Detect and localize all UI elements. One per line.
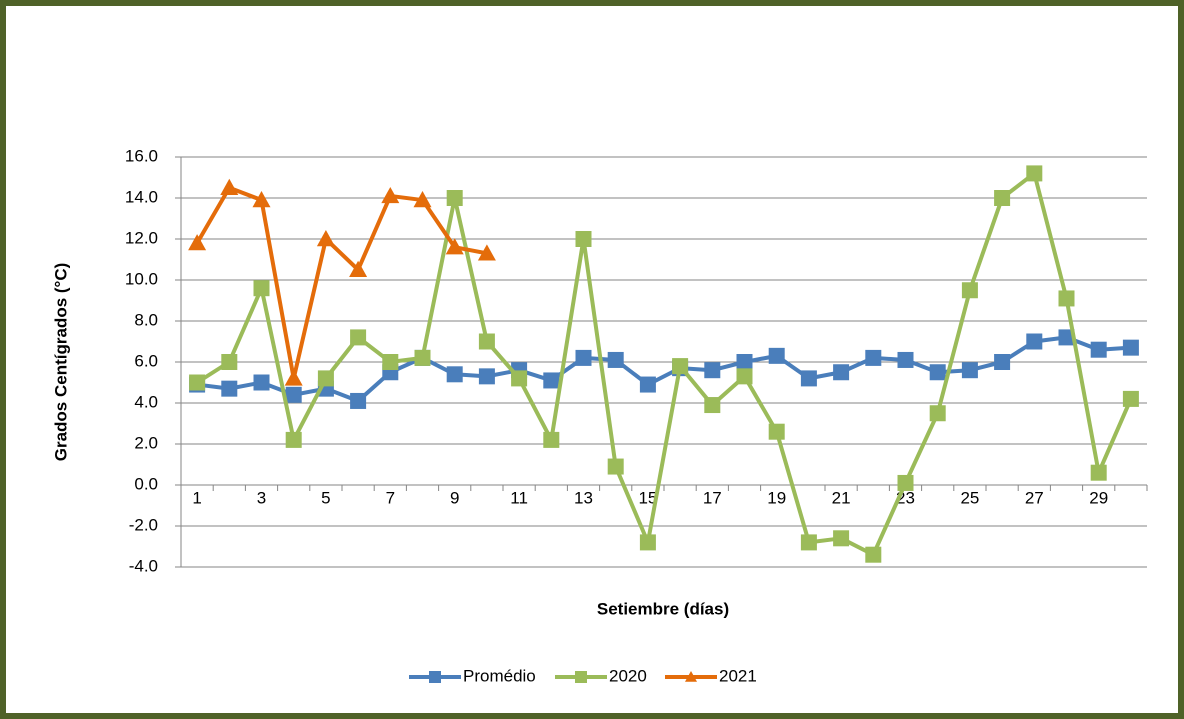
marker: [865, 546, 882, 563]
y-tick-label: 4.0: [134, 392, 158, 411]
marker: [477, 244, 496, 261]
marker: [639, 376, 656, 393]
marker: [897, 474, 914, 491]
marker: [413, 191, 432, 208]
marker: [768, 347, 785, 364]
marker: [429, 671, 441, 683]
marker: [349, 260, 368, 277]
x-tick-label: 3: [257, 488, 266, 507]
marker: [929, 364, 946, 381]
marker: [1122, 339, 1139, 356]
marker: [575, 349, 592, 366]
x-tick-label: 25: [960, 488, 979, 507]
marker: [575, 231, 592, 247]
marker: [284, 369, 303, 386]
marker: [994, 354, 1011, 370]
marker: [961, 362, 978, 379]
marker: [994, 190, 1011, 206]
marker: [1090, 464, 1107, 481]
y-tick-label: -2.0: [129, 515, 158, 534]
marker: [285, 386, 302, 403]
x-tick-label: 27: [1025, 488, 1044, 507]
marker: [220, 178, 239, 195]
marker: [543, 372, 560, 389]
marker: [445, 238, 464, 255]
marker: [833, 364, 850, 381]
legend-label: 2020: [609, 666, 647, 685]
y-tick-label: 2.0: [134, 433, 158, 452]
marker: [285, 431, 302, 448]
marker: [961, 282, 978, 299]
marker: [1026, 165, 1043, 182]
y-tick-label: 6.0: [134, 351, 158, 370]
y-axis-title: Grados Centígrados (°C): [51, 263, 70, 462]
x-tick-label: 17: [703, 488, 722, 507]
x-tick-label: 7: [386, 488, 395, 507]
marker: [188, 234, 207, 251]
x-tick-label: 9: [450, 488, 459, 507]
marker: [1090, 341, 1107, 358]
marker: [221, 380, 238, 397]
marker: [1058, 290, 1075, 307]
series-line: [195, 185, 488, 381]
marker: [639, 534, 656, 551]
marker: [736, 354, 753, 370]
marker: [253, 374, 270, 391]
marker: [478, 368, 495, 385]
marker: [511, 370, 528, 387]
marker: [446, 190, 463, 206]
x-tick-label: 5: [321, 488, 330, 507]
x-tick-label: 19: [767, 488, 786, 507]
marker: [543, 431, 560, 448]
marker: [1058, 329, 1075, 346]
marker: [414, 349, 431, 366]
marker: [381, 186, 400, 204]
marker: [350, 392, 367, 409]
legend-label: 2021: [719, 666, 757, 685]
marker: [833, 530, 850, 547]
marker: [350, 329, 367, 346]
marker: [768, 423, 785, 440]
x-tick-label: 1: [192, 488, 201, 507]
y-tick-label: 14.0: [125, 187, 158, 206]
marker: [736, 368, 753, 385]
marker: [221, 354, 238, 370]
y-tick-label: -4.0: [129, 556, 158, 575]
marker: [575, 671, 587, 683]
x-tick-label: 13: [574, 488, 593, 507]
legend-label: Promédio: [463, 666, 536, 685]
y-tick-label: 12.0: [125, 228, 158, 247]
y-tick-label: 0.0: [134, 474, 158, 493]
marker: [704, 362, 721, 379]
x-tick-label: 15: [638, 488, 657, 507]
marker: [478, 333, 495, 350]
marker: [672, 358, 689, 375]
marker: [382, 354, 399, 370]
marker: [929, 405, 946, 422]
marker: [800, 370, 817, 387]
y-tick-label: 8.0: [134, 310, 158, 329]
y-tick-label: 10.0: [125, 269, 158, 288]
marker: [607, 458, 624, 475]
marker: [1122, 390, 1139, 407]
marker: [800, 534, 817, 551]
marker: [704, 397, 721, 414]
marker: [252, 191, 271, 208]
x-tick-label: 11: [510, 488, 528, 507]
marker: [317, 370, 334, 387]
y-tick-label: 16.0: [125, 146, 158, 165]
marker: [865, 349, 882, 366]
marker: [446, 366, 463, 383]
marker: [253, 280, 270, 297]
marker: [897, 351, 914, 368]
marker: [607, 351, 624, 368]
x-tick-label: 29: [1089, 488, 1108, 507]
marker: [316, 230, 335, 247]
x-tick-label: 21: [832, 488, 851, 507]
marker: [189, 374, 206, 391]
x-axis-title: Setiembre (días): [597, 599, 729, 618]
marker: [1026, 333, 1043, 350]
marker: [685, 671, 697, 682]
